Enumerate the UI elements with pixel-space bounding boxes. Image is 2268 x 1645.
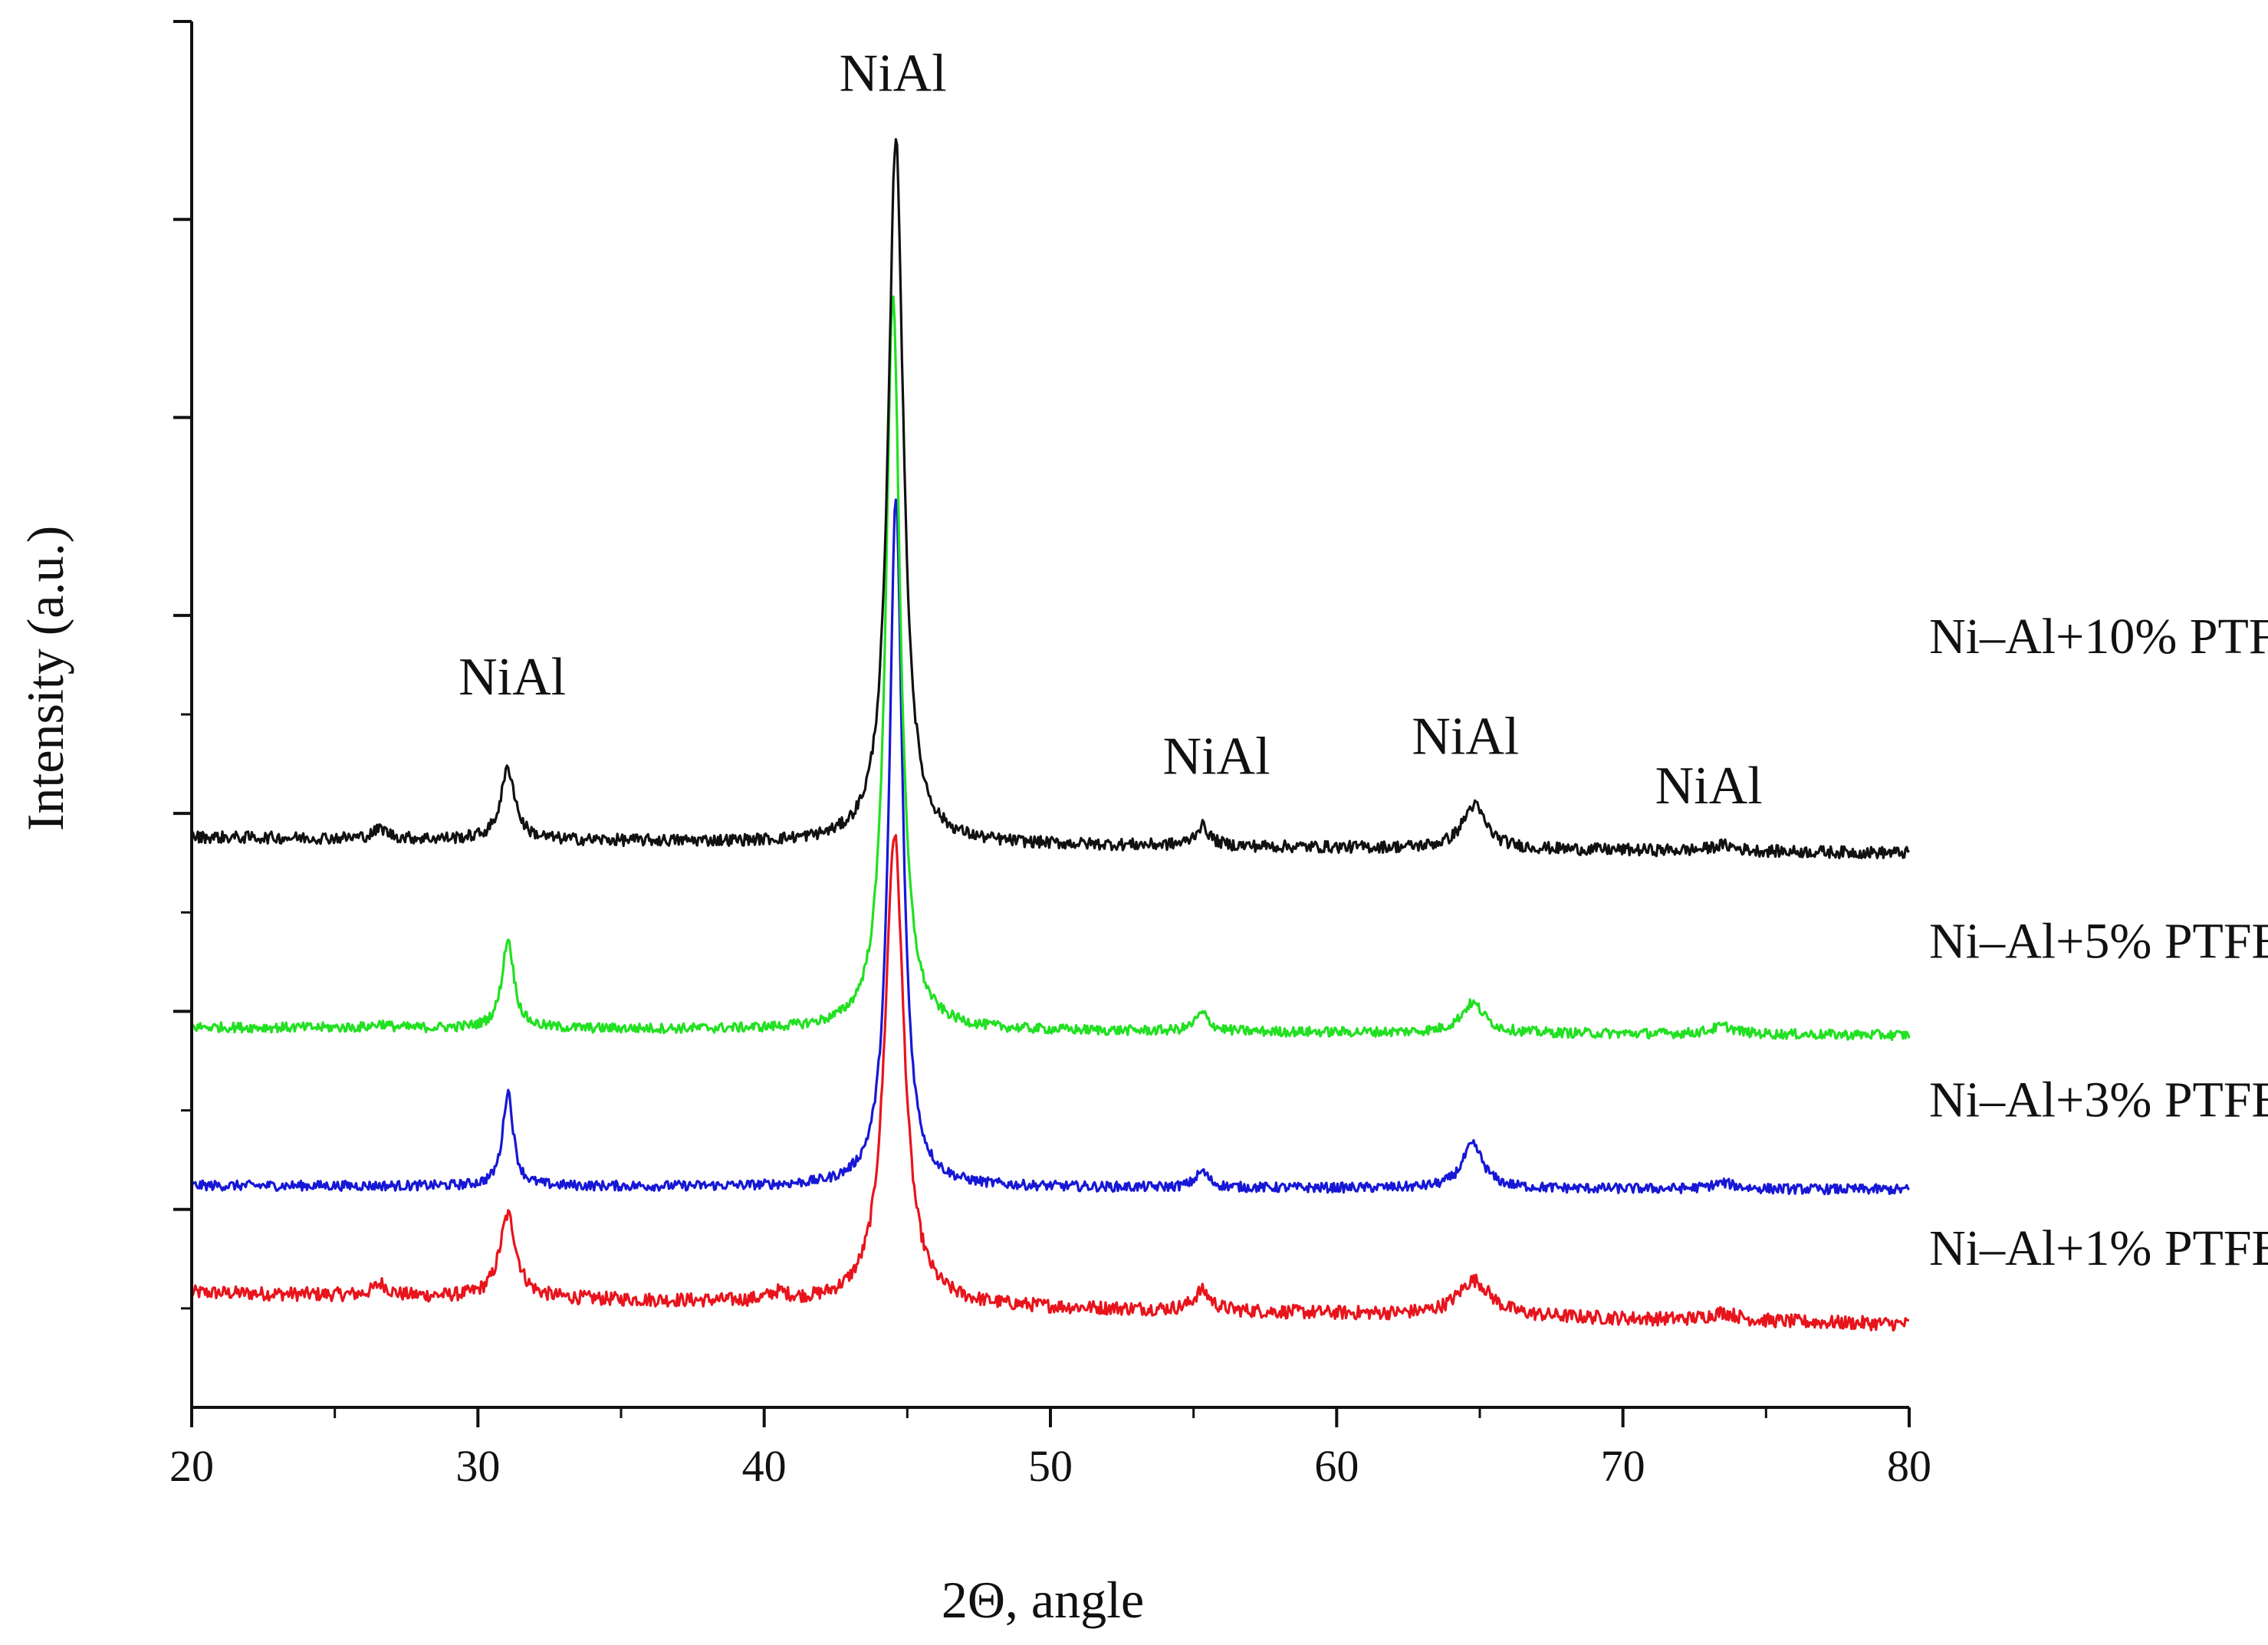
series-label-1: Ni–Al+3% PTFE "d" bbox=[1929, 1072, 2268, 1128]
x-tick-label: 40 bbox=[742, 1441, 787, 1491]
tick-group: 20 30 40 50 60 70 80 bbox=[169, 20, 1931, 1491]
peak-annotation-3: NiAl bbox=[1412, 708, 1519, 767]
peak-annotation-1: NiAl bbox=[459, 648, 566, 707]
series-label-2: Ni–Al+5% PTFE "d" bbox=[1929, 914, 2268, 970]
series-line-3 bbox=[190, 138, 1911, 859]
peak-annotation-4: NiAl bbox=[1655, 757, 1763, 816]
series-label-0: Ni–Al+1% PTFE "d" bbox=[1929, 1220, 2268, 1276]
peak-annotation-2: NiAl bbox=[1163, 727, 1270, 786]
label-group: NiAl NiAl NiAl NiAl NiAl Ni–Al+1% PTFE "d" Ni–… bbox=[459, 44, 2268, 1276]
series-line-0 bbox=[190, 834, 1910, 1332]
series-label-3: Ni–Al+10% PTFE "d" bbox=[1929, 609, 2268, 665]
series-group bbox=[190, 138, 1911, 1332]
series-line-2 bbox=[191, 295, 1911, 1042]
x-tick-label: 70 bbox=[1601, 1441, 1645, 1491]
series-line-1 bbox=[190, 498, 1911, 1196]
x-tick-label: 60 bbox=[1314, 1441, 1359, 1491]
x-axis-label: 2Θ, angle bbox=[942, 1571, 1144, 1629]
x-tick-label: 50 bbox=[1028, 1441, 1073, 1491]
x-tick-label: 30 bbox=[455, 1441, 500, 1491]
axes-group bbox=[190, 21, 1909, 1409]
x-tick-label: 20 bbox=[169, 1441, 214, 1491]
x-tick-label: 80 bbox=[1887, 1441, 1931, 1491]
peak-annotation-0: NiAl bbox=[840, 44, 947, 103]
y-axis-label: Intensity (a.u.) bbox=[16, 526, 74, 831]
